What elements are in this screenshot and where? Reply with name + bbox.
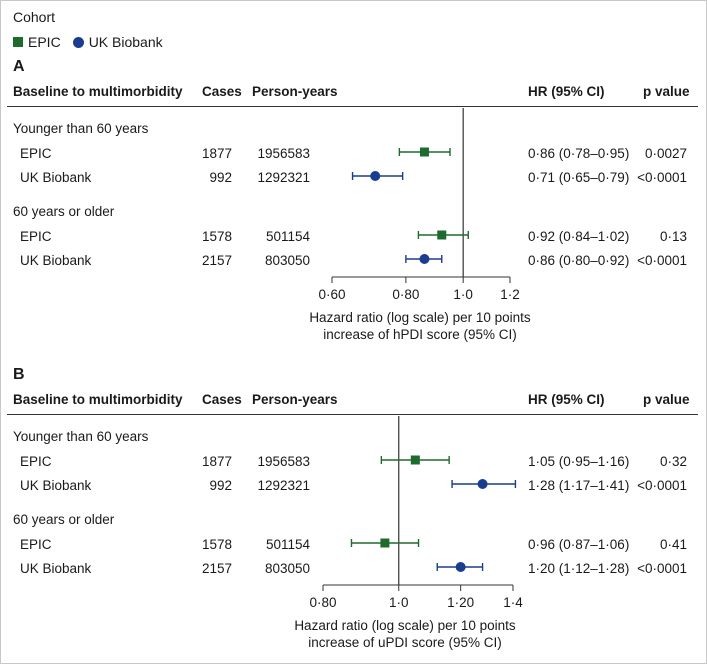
header-rule xyxy=(7,414,698,415)
header-person-years: Person-years xyxy=(252,392,338,407)
group-label: 60 years or older xyxy=(13,512,115,527)
header-hr: HR (95% CI) xyxy=(528,84,605,99)
row-p: <0·0001 xyxy=(637,253,687,268)
ukb-circle-icon xyxy=(72,36,84,48)
hr-point-square xyxy=(437,230,447,240)
row-cohort: EPIC xyxy=(20,229,52,244)
hr-point-square xyxy=(419,147,429,157)
legend-epic: EPIC xyxy=(28,34,61,50)
legend-ukb: UK Biobank xyxy=(88,34,163,50)
forest-plot-a: 0·60 0·80 1·0 1·2 xyxy=(318,108,520,302)
row-hr: 0·71 (0·65–0·79) xyxy=(528,170,630,185)
group-label: 60 years or older xyxy=(13,204,115,219)
header-outcome: Baseline to multimorbidity xyxy=(13,84,183,99)
row-person-years: 803050 xyxy=(264,253,310,268)
row-p: <0·0001 xyxy=(637,561,687,576)
x-tick-label: 1·4 xyxy=(503,595,523,610)
legend-title: Cohort xyxy=(13,9,56,25)
x-axis-title-b: Hazard ratio (log scale) per 10 points i… xyxy=(285,617,525,651)
row-p: 0·13 xyxy=(659,229,687,244)
x-tick-label: 1·2 xyxy=(500,287,520,302)
epic-square-icon xyxy=(13,37,23,47)
x-tick-label: 1·20 xyxy=(447,595,474,610)
row-hr: 0·86 (0·78–0·95) xyxy=(528,146,630,161)
header-p: p value xyxy=(643,84,690,99)
header-p: p value xyxy=(643,392,690,407)
row-cases: 992 xyxy=(209,478,232,493)
row-person-years: 1292321 xyxy=(257,478,310,493)
legend: EPIC UK Biobank xyxy=(13,34,163,50)
x-axis-title-line2: increase of uPDI score (95% CI) xyxy=(308,635,502,650)
group-label: Younger than 60 years xyxy=(13,121,149,136)
row-cohort: UK Biobank xyxy=(20,478,92,493)
row-p: <0·0001 xyxy=(637,170,687,185)
hr-point-circle xyxy=(370,171,381,181)
row-hr: 1·28 (1·17–1·41) xyxy=(528,478,630,493)
header-outcome: Baseline to multimorbidity xyxy=(13,392,183,407)
hr-point-circle xyxy=(455,562,466,572)
row-cases: 1578 xyxy=(201,537,232,552)
row-cohort: EPIC xyxy=(20,454,52,469)
row-cases: 2157 xyxy=(201,253,232,268)
row-p: <0·0001 xyxy=(637,478,687,493)
row-person-years: 803050 xyxy=(264,561,310,576)
x-tick-label: 0·80 xyxy=(309,595,336,610)
row-cases: 992 xyxy=(209,170,232,185)
panel-a-label: A xyxy=(13,58,25,75)
row-person-years: 501154 xyxy=(265,537,310,552)
row-hr: 0·86 (0·80–0·92) xyxy=(528,253,630,268)
x-axis-title-line1: Hazard ratio (log scale) per 10 points xyxy=(309,310,531,325)
row-hr: 0·96 (0·87–1·06) xyxy=(528,537,630,552)
row-hr: 0·92 (0·84–1·02) xyxy=(528,229,630,244)
hr-point-circle xyxy=(419,254,430,264)
x-axis-title-line1: Hazard ratio (log scale) per 10 points xyxy=(294,618,516,633)
row-p: 0·41 xyxy=(659,537,687,552)
hr-point-square xyxy=(380,538,390,548)
row-cases: 1578 xyxy=(201,229,232,244)
row-cases: 1877 xyxy=(201,454,232,469)
x-tick-label: 0·80 xyxy=(392,287,419,302)
header-hr: HR (95% CI) xyxy=(528,392,605,407)
row-cohort: EPIC xyxy=(20,146,52,161)
row-person-years: 1956583 xyxy=(257,146,310,161)
row-person-years: 1956583 xyxy=(257,454,310,469)
header-cases: Cases xyxy=(202,392,242,407)
hr-point-circle xyxy=(477,479,488,489)
x-axis-title-a: Hazard ratio (log scale) per 10 points i… xyxy=(300,309,540,343)
row-p: 0·32 xyxy=(659,454,687,469)
row-cases: 2157 xyxy=(201,561,232,576)
row-person-years: 501154 xyxy=(265,229,310,244)
x-tick-label: 1·0 xyxy=(389,595,409,610)
panel-a: A Baseline to multimorbidity Cases Perso… xyxy=(0,56,705,356)
row-cohort: EPIC xyxy=(20,537,52,552)
x-tick-label: 1·0 xyxy=(453,287,473,302)
header-person-years: Person-years xyxy=(252,84,338,99)
x-axis-title-line2: increase of hPDI score (95% CI) xyxy=(323,327,517,342)
row-p: 0·0027 xyxy=(644,146,687,161)
group-label: Younger than 60 years xyxy=(13,429,149,444)
row-hr: 1·20 (1·12–1·28) xyxy=(528,561,630,576)
forest-plot-b: 0·80 1·0 1·20 1·4 xyxy=(309,416,523,610)
panel-b-label: B xyxy=(13,366,25,383)
row-person-years: 1292321 xyxy=(257,170,310,185)
panel-b: B Baseline to multimorbidity Cases Perso… xyxy=(0,364,705,664)
row-cohort: UK Biobank xyxy=(20,170,92,185)
x-tick-label: 0·60 xyxy=(318,287,345,302)
header-rule xyxy=(7,106,698,107)
row-cases: 1877 xyxy=(201,146,232,161)
row-cohort: UK Biobank xyxy=(20,561,92,576)
header-cases: Cases xyxy=(202,84,242,99)
row-cohort: UK Biobank xyxy=(20,253,92,268)
row-hr: 1·05 (0·95–1·16) xyxy=(528,454,630,469)
hr-point-square xyxy=(410,455,420,465)
